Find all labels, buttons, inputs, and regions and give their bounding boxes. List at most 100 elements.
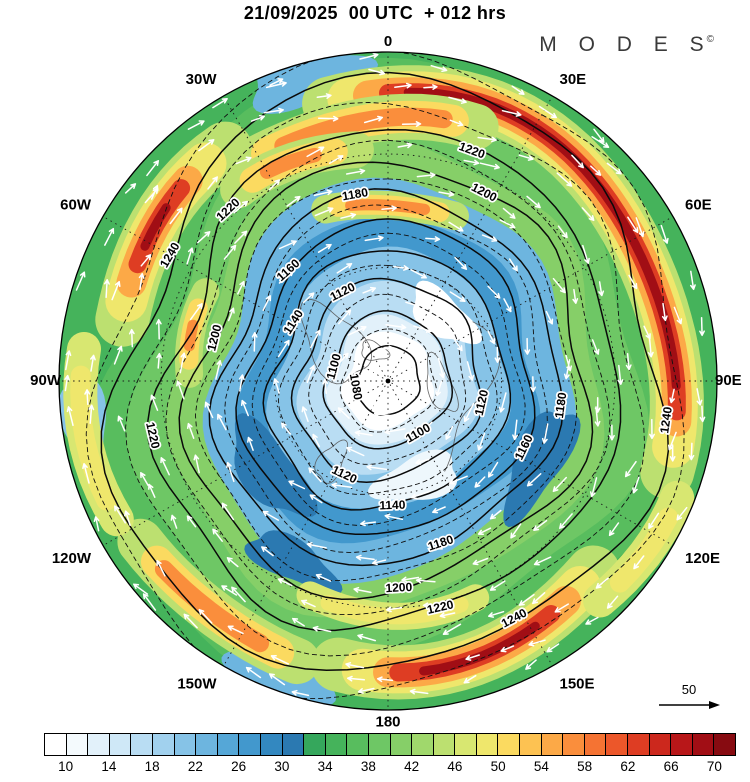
colorbar-tick-54: 54 xyxy=(533,759,549,774)
colorbar-cell xyxy=(260,734,283,755)
contour-label: 1200 xyxy=(204,323,224,353)
compass-label-120W: 120W xyxy=(52,550,92,567)
colorbar-cell xyxy=(628,734,650,755)
latitude-circle xyxy=(160,153,616,609)
coastline xyxy=(444,321,501,472)
wind-patch xyxy=(412,280,482,345)
jet-streak xyxy=(140,203,171,251)
height-contour-intermediate xyxy=(85,52,685,700)
contour-label: 1140 xyxy=(379,498,406,513)
compass-label-120E: 120E xyxy=(685,550,720,567)
height-contour-intermediate xyxy=(125,101,646,657)
height-contours xyxy=(85,52,685,700)
colorbar-tick-58: 58 xyxy=(577,759,593,774)
streamline-arrows-ring xyxy=(150,142,632,619)
chart-title: 21/09/2025 00 UTC + 012 hrs xyxy=(243,3,507,23)
height-contour xyxy=(146,129,622,632)
colorbar-cell xyxy=(131,734,153,755)
jet-streak xyxy=(70,365,117,511)
compass-label-150E: 150E xyxy=(560,675,595,692)
compass-labels: 0 30E 60E 90E 120E 150E 180 150W 120W 90W 60W 30W xyxy=(30,33,742,730)
colorbar-cell xyxy=(368,734,391,755)
map-boundary xyxy=(58,51,718,711)
colorbar-cell xyxy=(692,734,715,755)
colorbar-tick-42: 42 xyxy=(404,759,420,774)
colorbar-tick-22: 22 xyxy=(187,759,203,774)
streamline-arrows-ring xyxy=(301,286,475,471)
height-contour-intermediate xyxy=(251,232,526,526)
height-contour-intermediate xyxy=(277,264,498,495)
colorbar-cell xyxy=(66,734,89,755)
height-contour-intermediate xyxy=(224,204,548,554)
jet-streaks xyxy=(63,65,704,700)
streamline-arrows-ring xyxy=(204,205,573,566)
streamline-arrows-ring xyxy=(113,115,655,642)
wind-scale-label: 50 xyxy=(681,682,697,697)
colorbar-tick-50: 50 xyxy=(490,759,506,774)
colorbar-cell xyxy=(584,734,607,755)
jet-streak xyxy=(320,594,469,625)
compass-label-0: 0 xyxy=(384,33,392,50)
colorbar-cell xyxy=(88,734,110,755)
modes-logo-mark: © xyxy=(706,34,714,45)
coastline xyxy=(299,298,373,385)
wind-patch xyxy=(234,413,318,517)
compass-label-90E: 90E xyxy=(715,372,742,389)
colorbar-tick-34: 34 xyxy=(317,759,333,774)
height-contour xyxy=(235,218,536,536)
colorbar-cell xyxy=(520,734,542,755)
colorbar-cell xyxy=(671,734,693,755)
colorbar-cell xyxy=(325,734,348,755)
colorbar-tick-26: 26 xyxy=(231,759,247,774)
wind-patch xyxy=(244,530,343,594)
compass-label-30E: 30E xyxy=(560,71,587,88)
jet-streak xyxy=(259,147,322,179)
colorbar-tick-70: 70 xyxy=(706,759,722,774)
jet-streak xyxy=(403,87,681,391)
streamline-arrows xyxy=(64,52,706,697)
colorbar-cell xyxy=(239,734,261,755)
colorbar-tick-18: 18 xyxy=(144,759,160,774)
compass-label-60W: 60W xyxy=(60,197,92,214)
contour-label: 1180 xyxy=(552,391,570,419)
colorbar: 10 14 18 22 26 30 34 38 42 46 50 54 58 62 66 70 xyxy=(44,733,736,776)
streamline-arrows-ring xyxy=(176,168,601,594)
colorbar-cell xyxy=(498,734,521,755)
wind-patch xyxy=(503,411,581,528)
jet-streak xyxy=(419,621,540,676)
modes-logo: M O D E S© xyxy=(539,33,714,57)
coastline xyxy=(314,439,349,484)
colorbar-cell xyxy=(433,734,456,755)
compass-label-60E: 60E xyxy=(685,197,712,214)
streamline-arrows-ring xyxy=(238,235,536,527)
jet-streak xyxy=(609,507,679,593)
colorbar-tick-38: 38 xyxy=(360,759,376,774)
colorbar-tick-14: 14 xyxy=(101,759,117,774)
height-contour-intermediate xyxy=(194,178,578,581)
wind-patch xyxy=(368,449,458,500)
colorbar-cell xyxy=(606,734,629,755)
colorbar-cells xyxy=(44,733,736,756)
colorbar-cell xyxy=(563,734,585,755)
latitude-circle xyxy=(274,267,502,495)
height-contour xyxy=(100,71,670,672)
contour-label: 1240 xyxy=(657,406,675,435)
colorbar-cell xyxy=(174,734,197,755)
height-contour xyxy=(290,277,483,483)
wind-scale: 50 xyxy=(654,682,724,716)
colorbar-cell xyxy=(282,734,305,755)
coastline xyxy=(426,351,459,412)
colorbar-tick-10: 10 xyxy=(58,759,74,774)
compass-label-90W: 90W xyxy=(30,372,62,389)
colorbar-tick-66: 66 xyxy=(663,759,679,774)
colorbar-cell xyxy=(390,734,413,755)
height-contour xyxy=(208,188,564,567)
contour-label: 1180 xyxy=(341,185,369,203)
streamline-arrows-ring xyxy=(322,324,446,437)
jet-streak xyxy=(274,107,453,155)
pole-marker xyxy=(385,378,391,384)
height-contour xyxy=(322,310,454,450)
compass-label-30W: 30W xyxy=(186,71,218,88)
